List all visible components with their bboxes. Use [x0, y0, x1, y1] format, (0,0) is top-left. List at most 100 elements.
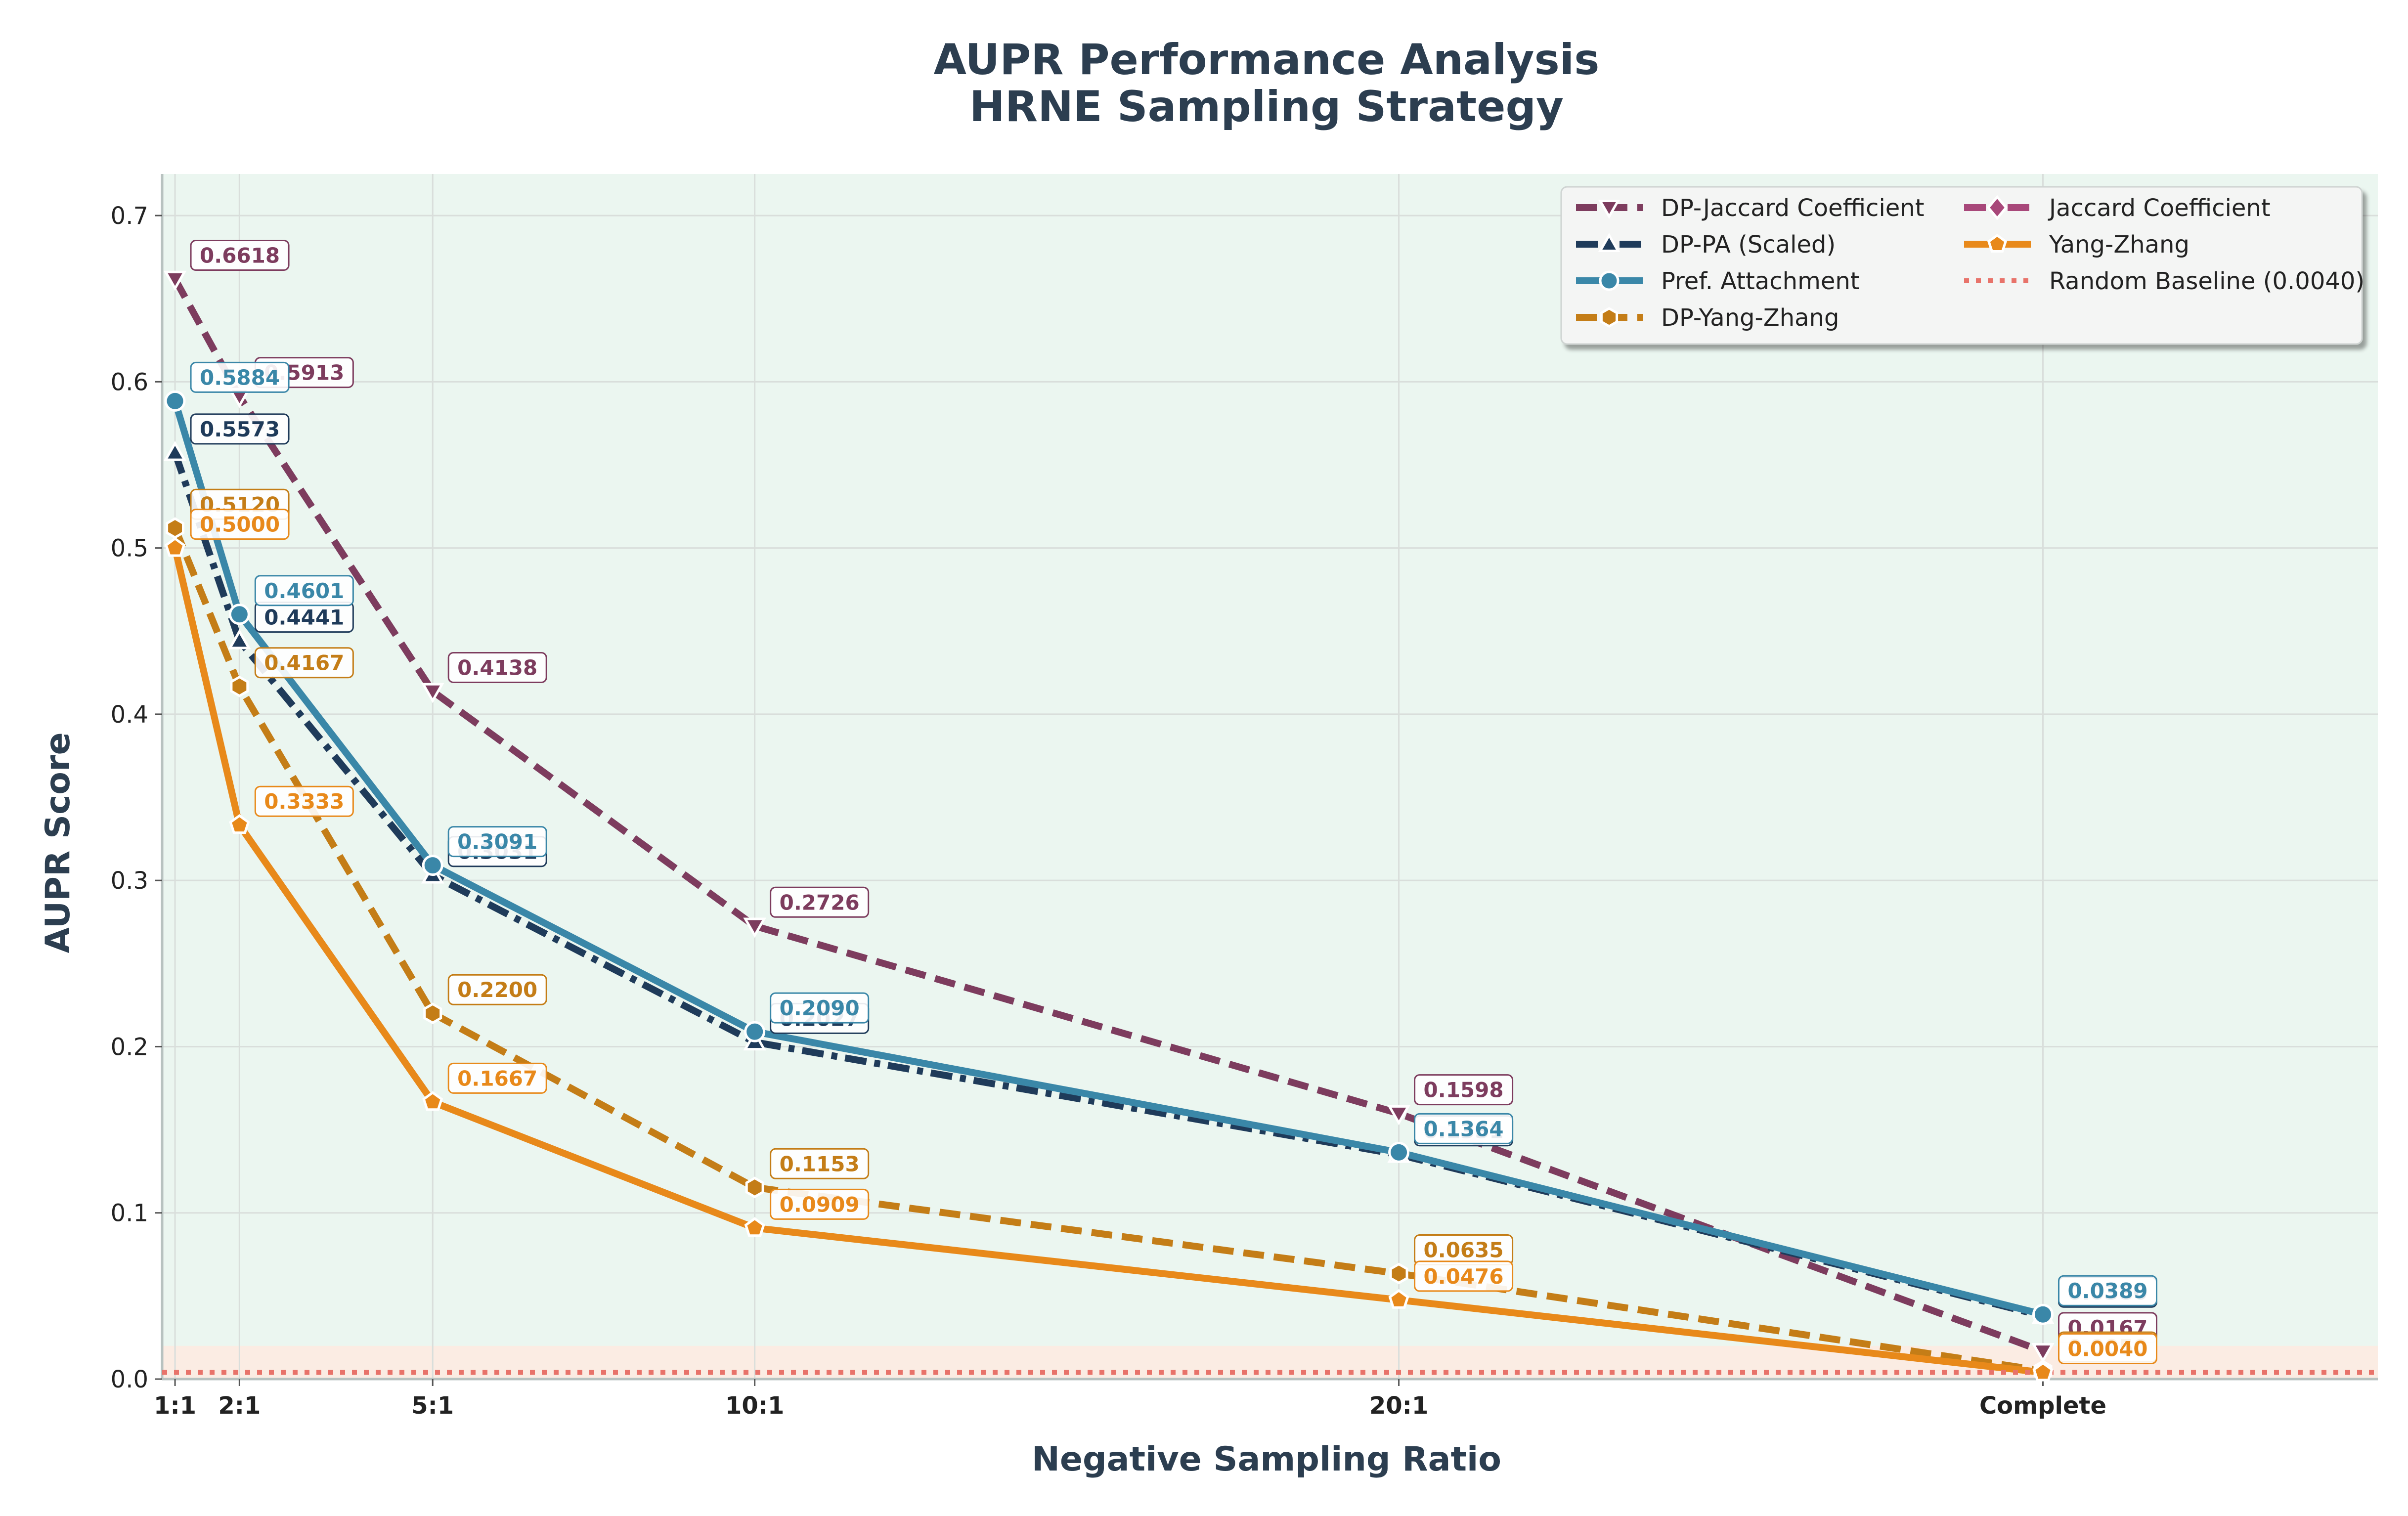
- data-label: 0.6618: [190, 240, 290, 271]
- data-label: 0.0635: [1414, 1234, 1514, 1265]
- data-label: 0.4601: [254, 575, 354, 606]
- data-label-box: [770, 1148, 870, 1179]
- x-axis-label: Negative Sampling Ratio: [1032, 1440, 1501, 1479]
- data-label-text: 0.4441: [264, 606, 344, 630]
- data-label-box: [447, 826, 547, 858]
- x-tick-label: 5:1: [411, 1392, 454, 1420]
- legend-marker: [1598, 232, 1620, 252]
- y-axis-label: AUPR Score: [39, 732, 78, 953]
- data-point: [421, 683, 444, 703]
- data-point: [745, 1176, 764, 1199]
- data-point: [229, 814, 250, 834]
- data-label-text: 0.1598: [1424, 1078, 1504, 1102]
- data-label: 0.3091: [447, 826, 547, 858]
- data-label: 0.5000: [190, 509, 290, 540]
- data-label-text: 0.3091: [457, 830, 537, 854]
- data-label: 0.0389: [2058, 1275, 2157, 1306]
- data-point: [744, 1021, 766, 1042]
- data-label: 0.2090: [770, 992, 870, 1024]
- legend-item: DP-Yang-Zhang: [1576, 304, 1839, 332]
- x-tick-label: Complete: [1979, 1392, 2106, 1420]
- data-label: 0.5884: [190, 361, 290, 393]
- data-label: 0.0476: [1414, 1260, 1514, 1292]
- legend-item: Yang-Zhang: [1964, 231, 2189, 259]
- legend-marker: [1598, 200, 1620, 219]
- data-point: [422, 1091, 443, 1111]
- y-tick-label: 0.2: [111, 1033, 148, 1061]
- data-point: [743, 917, 766, 938]
- y-tick-label: 0.1: [111, 1200, 148, 1227]
- data-label: 0.4167: [254, 647, 354, 679]
- data-label-text: 0.5573: [200, 417, 280, 441]
- legend-item: DP-PA (Scaled): [1576, 231, 1836, 259]
- plot-background: [162, 174, 2378, 1379]
- series-line: [172, 547, 2044, 1376]
- legend-item: Random Baseline (0.0040): [1964, 267, 2364, 295]
- data-label: 0.3333: [254, 785, 354, 817]
- data-label-text: 0.0635: [1424, 1238, 1504, 1262]
- y-tick-label: 0.4: [111, 701, 148, 729]
- data-label-box: [447, 1062, 547, 1094]
- legend-label: Pref. Attachment: [1661, 267, 1860, 295]
- data-label-text: 0.4601: [264, 579, 344, 603]
- data-label-box: [2058, 1275, 2157, 1306]
- data-point: [1387, 1105, 1410, 1126]
- axes: [161, 174, 2378, 1381]
- data-label-text: 0.2726: [780, 890, 860, 914]
- legend-label: Yang-Zhang: [2049, 231, 2189, 259]
- data-label-box: [190, 361, 290, 393]
- data-label: 0.1153: [770, 1148, 870, 1179]
- data-label: 0.1667: [447, 1062, 547, 1094]
- data-label-box: [1414, 1260, 1514, 1292]
- legend-box: [1560, 186, 2363, 345]
- x-tick-label: 20:1: [1369, 1392, 1428, 1420]
- data-label-text: 0.2200: [457, 978, 537, 1002]
- legend-label: DP-Yang-Zhang: [1661, 304, 1839, 332]
- grid-lines: [162, 174, 2378, 1380]
- data-label-text: 0.0040: [2067, 1337, 2147, 1361]
- data-point: [744, 1217, 765, 1237]
- data-label-box: [254, 575, 354, 606]
- data-point: [166, 517, 185, 539]
- data-point: [422, 855, 443, 876]
- data-label-text: 0.3333: [264, 789, 344, 814]
- data-point: [163, 440, 187, 461]
- x-tick-label: 10:1: [725, 1392, 784, 1420]
- data-labels: 0.66180.59130.41380.27260.15980.01670.55…: [190, 240, 2157, 1365]
- data-label-box: [190, 509, 290, 540]
- data-point: [1388, 1289, 1409, 1309]
- data-point: [423, 1002, 442, 1025]
- data-label-box: [770, 886, 870, 918]
- data-point: [228, 604, 250, 625]
- data-label-box: [770, 1188, 870, 1220]
- x-tick-label: 2:1: [218, 1392, 261, 1420]
- legend-marker: [1986, 195, 2008, 220]
- data-label-text: 0.1364: [1424, 1117, 1504, 1141]
- data-label: 0.1364: [1414, 1113, 1514, 1144]
- series-line: [172, 400, 2044, 1318]
- data-label-text: 0.1667: [457, 1066, 537, 1090]
- data-label-box: [2058, 1333, 2157, 1365]
- data-label-box: [447, 651, 547, 683]
- data-point: [2032, 1361, 2054, 1382]
- legend-marker: [1600, 307, 1619, 328]
- data-label-text: 0.5884: [200, 365, 280, 390]
- plot-area: [162, 174, 2378, 1379]
- legend-item: Pref. Attachment: [1576, 267, 1860, 295]
- data-label-text: 0.0476: [1424, 1264, 1504, 1289]
- data-label-text: 0.6618: [200, 244, 280, 268]
- data-label-text: 0.0909: [780, 1192, 860, 1216]
- data-label-box: [1414, 1074, 1514, 1106]
- data-label-text: 0.5000: [200, 513, 280, 537]
- data-point: [2032, 1303, 2054, 1325]
- chart-title: AUPR Performance Analysis: [934, 35, 1600, 85]
- data-point: [228, 629, 251, 650]
- data-point: [230, 675, 249, 697]
- data-label: 0.4138: [447, 651, 547, 683]
- data-label-text: 0.0389: [2067, 1279, 2147, 1303]
- data-label-box: [1414, 1113, 1514, 1144]
- data-label-box: [190, 413, 290, 445]
- data-label: 0.4441: [254, 602, 354, 633]
- data-point: [165, 537, 186, 557]
- data-label-box: [254, 647, 354, 679]
